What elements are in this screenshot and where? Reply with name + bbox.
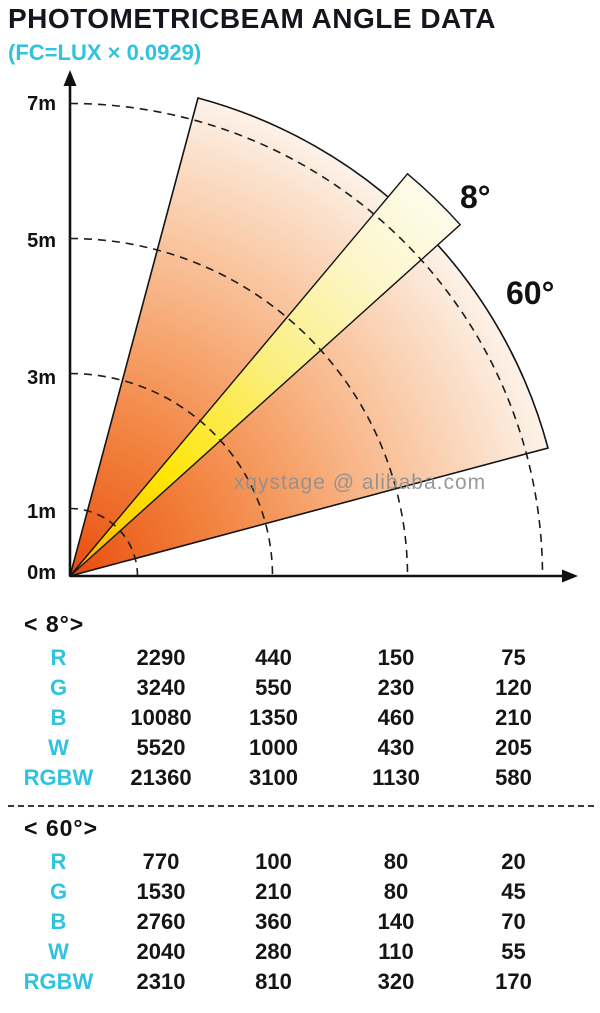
row-label: W [48, 938, 69, 964]
table-cell: 75 [501, 644, 526, 670]
arc-5m [69, 237, 409, 576]
table-cell: 3240 [136, 674, 186, 700]
data-tables: < 8°> R 2290 440 150 75 G 3240 550 230 120 B 10080 13… [0, 601, 600, 997]
table-cell: 110 [378, 938, 414, 964]
arc-7m [69, 102, 544, 576]
table-cell: 1130 [372, 764, 420, 790]
table-cell: 1530 [136, 878, 186, 904]
table-cell: 2310 [136, 968, 186, 994]
table-cell: 80 [383, 878, 409, 904]
section-title: < 60°> [24, 814, 99, 841]
page-subtitle: (FC=LUX × 0.0929) [8, 39, 202, 65]
table-cell: 580 [495, 764, 532, 790]
table-cell: 210 [255, 878, 292, 904]
row-label: R [50, 644, 67, 670]
table-cell: 810 [255, 968, 292, 994]
table-cell: 120 [495, 674, 532, 700]
section-divider [8, 804, 594, 807]
table-row: RGBW 21360 3100 1130 580 [6, 763, 600, 793]
table-cell: 360 [255, 908, 292, 934]
table-cell: 5520 [136, 734, 186, 760]
table-row: G 3240 550 230 120 [6, 673, 600, 703]
table-cell: 150 [377, 644, 415, 670]
axis-label-3m: 3m [27, 367, 56, 389]
table-cell: 2290 [136, 644, 186, 670]
table-cell: 205 [495, 734, 532, 760]
table-cell: 460 [377, 704, 415, 730]
page-header: PHOTOMETRICBEAM ANGLE DATA (FC=LUX × 0.0… [0, 0, 600, 66]
table-cell: 2040 [136, 938, 186, 964]
table-row: W 2040 280 110 55 [6, 937, 600, 967]
table-cell: 550 [255, 674, 292, 700]
table-row: B 2760 360 140 70 [6, 907, 600, 937]
row-label: G [49, 878, 68, 904]
table-cell: 170 [495, 968, 532, 994]
table-row: R 770 100 80 20 [6, 847, 600, 877]
table-cell: 10080 [130, 704, 192, 730]
page-title: PHOTOMETRICBEAM ANGLE DATA [8, 3, 496, 34]
table-row: G 1530 210 80 45 [6, 877, 600, 907]
table-cell: 430 [377, 734, 415, 760]
axis-label-0m: 0m [27, 562, 56, 584]
row-label: RGBW [23, 764, 94, 790]
axis-label-1m: 1m [27, 501, 56, 523]
beam-angle-label-8: 8° [460, 179, 491, 215]
axis-label-7m: 7m [27, 93, 56, 115]
x-axis-arrow-icon [562, 569, 578, 583]
row-label: RGBW [23, 968, 94, 994]
row-label: B [50, 908, 67, 934]
table-cell: 70 [501, 908, 526, 934]
table-cell: 45 [501, 878, 526, 904]
table-cell: 2760 [136, 908, 186, 934]
table-cell: 320 [377, 968, 415, 994]
table-cell: 280 [255, 938, 292, 964]
y-axis-arrow-icon [63, 69, 77, 86]
beam-narrow-8deg [69, 172, 462, 577]
watermark-text: xqystage @ alibaba.com [234, 471, 486, 494]
axis-label-5m: 5m [27, 230, 56, 252]
table-cell: 230 [377, 674, 415, 700]
section-title: < 8°> [24, 610, 85, 637]
table-row: RGBW 2310 810 320 170 [6, 967, 600, 997]
table-cell: 1000 [249, 734, 298, 760]
table-cell: 80 [383, 848, 409, 874]
beam-diagram: 7m 5m 3m 1m 0m 8° 60° xqystage @ alibaba… [27, 69, 578, 584]
arc-3m [69, 372, 274, 576]
table-cell: 3100 [249, 764, 298, 790]
table-cell: 770 [142, 848, 180, 874]
table-cell: 440 [255, 644, 292, 670]
table-row: B 10080 1350 460 210 [6, 703, 600, 733]
table-cell: 210 [495, 704, 532, 730]
table-cell: 21360 [130, 764, 192, 790]
table-section: < 60°> R 770 100 80 20 G 1530 210 80 45 B 2760 360 140… [6, 815, 600, 997]
row-label: R [50, 848, 67, 874]
beam-diagram-container: 7m 5m 3m 1m 0m 8° 60° xqystage @ alibaba… [0, 66, 600, 601]
table-cell: 55 [501, 938, 526, 964]
table-cell: 100 [255, 848, 292, 874]
row-label: G [49, 674, 68, 700]
table-row: W 5520 1000 430 205 [6, 733, 600, 763]
beam-angle-label-60: 60° [506, 275, 554, 311]
row-label: B [50, 704, 67, 730]
table-row: R 2290 440 150 75 [6, 643, 600, 673]
table-section: < 8°> R 2290 440 150 75 G 3240 550 230 120 B 10080 13… [6, 611, 600, 793]
table-cell: 20 [501, 848, 526, 874]
table-cell: 140 [377, 908, 415, 934]
row-label: W [48, 734, 69, 760]
table-cell: 1350 [249, 704, 298, 730]
